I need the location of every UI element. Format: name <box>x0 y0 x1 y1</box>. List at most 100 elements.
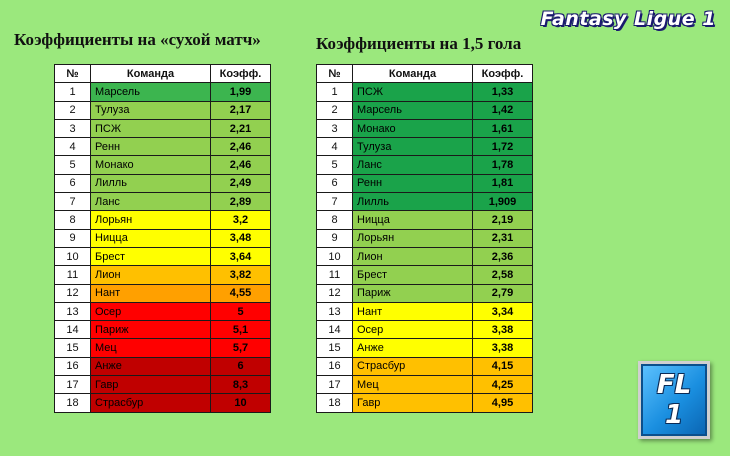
coefficient: 1,42 <box>472 100 533 120</box>
table-row: 5 Ланс 1,78 <box>316 155 533 175</box>
table-row: 16 Анже 6 <box>54 356 271 377</box>
coefficient: 4,55 <box>210 283 271 303</box>
table-row: 17 Гавр 8,3 <box>54 375 271 395</box>
coefficient: 2,46 <box>210 137 271 157</box>
coefficient: 1,81 <box>472 173 533 194</box>
team-name: Брест <box>352 265 473 285</box>
table-row: 11 Лион 3,82 <box>54 265 271 285</box>
table-row: 18 Гавр 4,95 <box>316 393 533 413</box>
team-name: Тулуза <box>352 137 473 157</box>
row-number: 14 <box>316 320 353 340</box>
coefficient: 2,58 <box>472 265 533 285</box>
row-number: 3 <box>316 118 353 139</box>
team-name: Марсель <box>90 82 211 102</box>
goals-title: Коэффициенты на 1,5 гола <box>316 34 522 53</box>
logo-line2: 1 <box>664 400 684 430</box>
table-row: 13 Осер 5 <box>54 301 271 322</box>
coefficient: 3,82 <box>210 265 271 285</box>
clean-sheet-table: № Команда Коэфф. 1 Марсель 1,99 2 Тулуза 2,17… <box>54 63 271 413</box>
table-row: 3 ПСЖ 2,21 <box>54 118 271 139</box>
team-name: Осер <box>90 301 211 322</box>
table-row: 15 Мец 5,7 <box>54 338 271 358</box>
table-row: 11 Брест 2,58 <box>316 265 533 285</box>
team-name: Монако <box>352 118 473 139</box>
team-name: Тулуза <box>90 100 211 120</box>
table-row: 5 Монако 2,46 <box>54 155 271 175</box>
table-row: 18 Страсбур 10 <box>54 393 271 413</box>
table-row: 16 Страсбур 4,15 <box>316 356 533 377</box>
row-number: 12 <box>54 283 91 303</box>
table-row: 12 Нант 4,55 <box>54 283 271 303</box>
coefficient: 2,46 <box>210 155 271 175</box>
coefficient: 2,17 <box>210 100 271 120</box>
table-row: 8 Лорьян 3,2 <box>54 210 271 230</box>
coefficient: 3,34 <box>472 301 533 322</box>
table-row: 15 Анже 3,38 <box>316 338 533 358</box>
coefficient: 1,61 <box>472 118 533 139</box>
coefficient: 3,48 <box>210 228 271 248</box>
team-name: Ницца <box>352 210 473 230</box>
team-name: Осер <box>352 320 473 340</box>
team-name: Анже <box>352 338 473 358</box>
row-number: 10 <box>316 246 353 267</box>
row-number: 7 <box>316 192 353 212</box>
coefficient: 5 <box>210 301 271 322</box>
row-number: 12 <box>316 283 353 303</box>
table-row: 4 Тулуза 1,72 <box>316 137 533 157</box>
row-number: 14 <box>54 320 91 340</box>
coefficient: 2,89 <box>210 192 271 212</box>
team-name: Мец <box>90 338 211 358</box>
team-name: Лион <box>352 246 473 267</box>
team-name: Гавр <box>90 375 211 395</box>
row-number: 8 <box>54 210 91 230</box>
coefficient: 10 <box>210 393 271 413</box>
coefficient: 1,78 <box>472 155 533 175</box>
logo-line1: FL <box>656 370 692 400</box>
team-name: Лилль <box>90 173 211 194</box>
header-team: Команда <box>352 63 473 84</box>
coefficient: 2,19 <box>472 210 533 230</box>
row-number: 7 <box>54 192 91 212</box>
table-row: 10 Лион 2,36 <box>316 246 533 267</box>
coefficient: 3,64 <box>210 246 271 267</box>
table-row: 6 Ренн 1,81 <box>316 173 533 194</box>
table-row: 3 Монако 1,61 <box>316 118 533 139</box>
team-name: Ланс <box>352 155 473 175</box>
row-number: 3 <box>54 118 91 139</box>
coefficient: 1,33 <box>472 82 533 102</box>
fl1-logo: FL 1 <box>638 361 710 439</box>
row-number: 1 <box>54 82 91 102</box>
coefficient: 1,909 <box>472 192 533 212</box>
row-number: 2 <box>54 100 91 120</box>
table-row: 1 ПСЖ 1,33 <box>316 82 533 102</box>
row-number: 18 <box>316 393 353 413</box>
coefficient: 2,36 <box>472 246 533 267</box>
row-number: 18 <box>54 393 91 413</box>
row-number: 2 <box>316 100 353 120</box>
team-name: Ренн <box>90 137 211 157</box>
coefficient: 4,25 <box>472 375 533 395</box>
brand-title: Fantasy Ligue 1 <box>540 8 716 30</box>
team-name: Монако <box>90 155 211 175</box>
coefficient: 5,1 <box>210 320 271 340</box>
team-name: Лорьян <box>352 228 473 248</box>
team-name: Страсбур <box>352 356 473 377</box>
coefficient: 1,99 <box>210 82 271 102</box>
table-row: 10 Брест 3,64 <box>54 246 271 267</box>
row-number: 9 <box>54 228 91 248</box>
team-name: Гавр <box>352 393 473 413</box>
coefficient: 5,7 <box>210 338 271 358</box>
coefficient: 8,3 <box>210 375 271 395</box>
row-number: 11 <box>316 265 353 285</box>
row-number: 8 <box>316 210 353 230</box>
team-name: Страсбур <box>90 393 211 413</box>
row-number: 1 <box>316 82 353 102</box>
team-name: ПСЖ <box>90 118 211 139</box>
team-name: Мец <box>352 375 473 395</box>
table-row: 4 Ренн 2,46 <box>54 137 271 157</box>
team-name: Брест <box>90 246 211 267</box>
row-number: 6 <box>316 173 353 194</box>
row-number: 6 <box>54 173 91 194</box>
row-number: 16 <box>54 356 91 377</box>
row-number: 13 <box>316 301 353 322</box>
